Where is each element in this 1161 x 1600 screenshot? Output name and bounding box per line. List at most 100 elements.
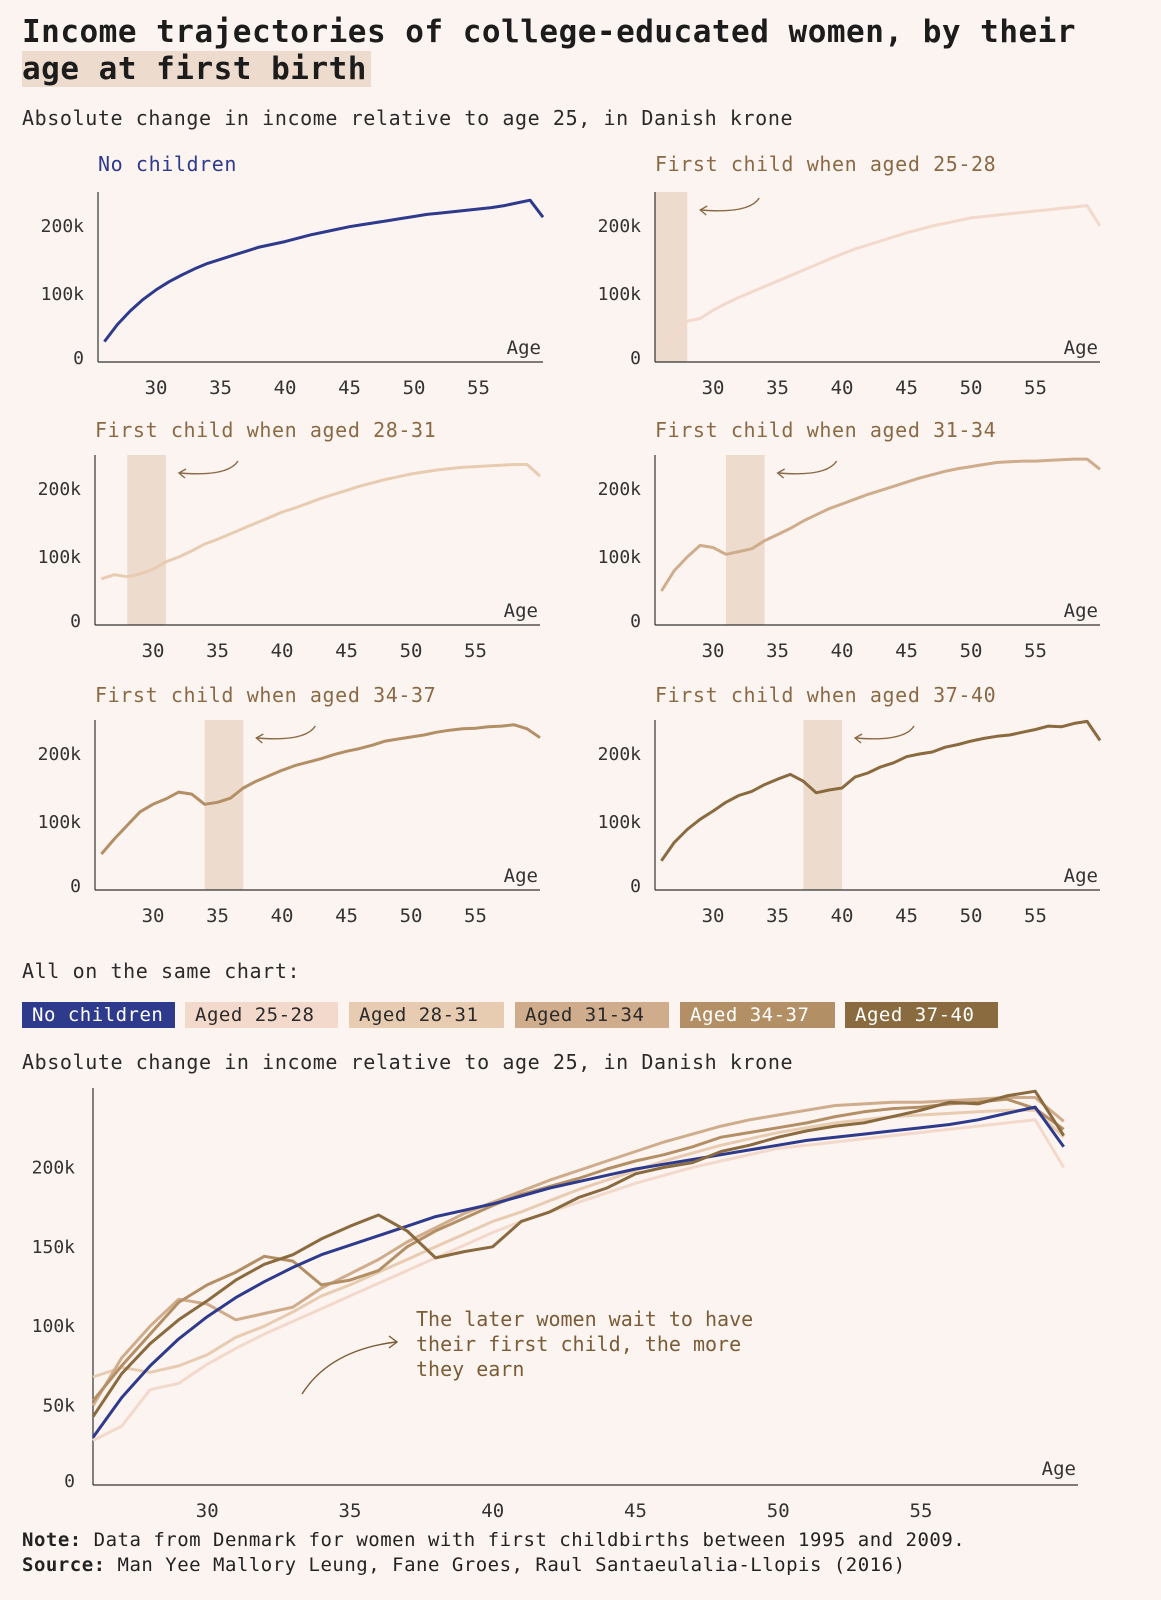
series-line-aged-group-1 <box>92 1118 1065 1442</box>
subtitle-combined: Absolute change in income relative to ag… <box>22 1050 794 1074</box>
x-tick-label: 40 <box>271 640 294 662</box>
x-tick-label: 30 <box>196 1500 219 1522</box>
x-tick-label: 45 <box>895 905 918 927</box>
y-tick-label: 100k <box>598 547 642 568</box>
y-tick-label: 0 <box>630 611 641 632</box>
arrow-annotation <box>778 460 838 475</box>
combined-plot: 0 50k 100k 150k 200k 30 35 40 45 50 55 Age The later… <box>32 1088 1078 1522</box>
x-tick-label: 45 <box>335 905 358 927</box>
x-tick-label: 50 <box>400 640 423 662</box>
y-tick-label: 0 <box>70 611 81 632</box>
y-tick-label: 200k <box>32 1157 76 1178</box>
x-tick-label: 50 <box>400 905 423 927</box>
x-axis-label: Age <box>504 865 538 887</box>
y-tick-label: 200k <box>598 216 642 237</box>
legend-item: Aged 28-31 <box>349 1002 504 1028</box>
x-axis-label: Age <box>504 600 538 622</box>
note-label: Note: <box>22 1529 82 1551</box>
x-tick-label: 40 <box>274 377 297 399</box>
x-tick-label: 35 <box>339 1500 362 1522</box>
panel-title-5: First child when aged 34-37 <box>95 683 437 707</box>
footnote: Note: Data from Denmark for women with f… <box>22 1528 965 1578</box>
y-tick-label: 0 <box>630 876 641 897</box>
x-tick-label: 55 <box>464 905 487 927</box>
panel-6: 0 100k 200k 30 35 40 45 50 55 Age <box>598 719 1102 927</box>
arrow-annotation <box>701 197 760 212</box>
y-tick-label: 50k <box>42 1396 75 1417</box>
y-tick-label: 0 <box>73 348 84 369</box>
y-tick-label: 200k <box>38 479 82 500</box>
birth-window-band <box>803 720 843 890</box>
birth-window-band <box>204 720 244 890</box>
annotation-line: their first child, the more <box>416 1332 741 1356</box>
y-tick-label: 100k <box>598 284 642 305</box>
subtitle: Absolute change in income relative to ag… <box>22 106 794 130</box>
combined-chart: 0 50k 100k 150k 200k 30 35 40 45 50 55 Age The later… <box>32 1088 1078 1522</box>
annotation-line: they earn <box>416 1357 524 1381</box>
x-axis-label: Age <box>507 337 541 359</box>
x-tick-label: 50 <box>960 640 983 662</box>
y-tick-label: 150k <box>32 1237 76 1258</box>
x-tick-label: 45 <box>895 377 918 399</box>
note-text: Data from Denmark for women with first c… <box>93 1529 966 1551</box>
x-tick-label: 50 <box>767 1500 790 1522</box>
arrow-annotation <box>855 725 915 740</box>
x-tick-label: 55 <box>1024 640 1047 662</box>
y-tick-label: 100k <box>598 812 642 833</box>
annotation-line: The later women wait to have <box>416 1307 753 1331</box>
series-line <box>660 204 1102 345</box>
x-tick-label: 35 <box>209 377 232 399</box>
arrow-annotation <box>179 460 239 475</box>
source-text: Man Yee Mallory Leung, Fane Groes, Raul … <box>117 1554 906 1576</box>
annotation-arrow-head <box>388 1335 399 1349</box>
x-tick-label: 30 <box>702 905 725 927</box>
x-tick-label: 40 <box>831 905 854 927</box>
x-tick-label: 45 <box>895 640 918 662</box>
series-line <box>100 723 541 855</box>
panel-title-1: No children <box>98 152 238 176</box>
series-line-aged-group-2 <box>92 1108 1065 1379</box>
y-tick-label: 100k <box>38 812 82 833</box>
y-tick-label: 100k <box>32 1316 76 1337</box>
y-tick-label: 0 <box>64 1471 75 1492</box>
birth-window-band <box>127 455 166 625</box>
x-tick-label: 45 <box>624 1500 647 1522</box>
x-tick-label: 30 <box>702 377 725 399</box>
x-tick-label: 55 <box>464 640 487 662</box>
annotation-arrow <box>301 1341 397 1395</box>
y-tick-label: 200k <box>598 479 642 500</box>
series-line <box>100 463 542 581</box>
y-tick-label: 200k <box>41 216 85 237</box>
birth-window-band <box>725 455 765 625</box>
arrow-head <box>853 733 863 744</box>
legend-item: Aged 34-37 <box>680 1002 835 1028</box>
panel-title-2: First child when aged 25-28 <box>655 152 997 176</box>
small-multiples: 0 100k 200k 30 35 40 45 50 55 Age 0 100k 200k 30 35 40 4… <box>38 192 1102 927</box>
x-axis-label: Age <box>1064 337 1098 359</box>
x-tick-label: 55 <box>1024 905 1047 927</box>
x-tick-label: 30 <box>142 905 165 927</box>
series-line-aged-group-3 <box>91 1096 1065 1407</box>
x-tick-label: 40 <box>831 640 854 662</box>
x-tick-label: 35 <box>766 905 789 927</box>
source-label: Source: <box>22 1554 106 1576</box>
arrow-annotation <box>257 725 316 740</box>
x-tick-label: 30 <box>702 640 725 662</box>
x-tick-label: 30 <box>145 377 168 399</box>
x-tick-label: 50 <box>403 377 426 399</box>
panel-3: 0 100k 200k 30 35 40 45 50 55 Age <box>38 455 542 662</box>
panel-4: 0 100k 200k 30 35 40 45 50 55 Age <box>598 455 1101 662</box>
series-line-no-children <box>91 1105 1065 1439</box>
x-tick-label: 35 <box>206 905 229 927</box>
arrow-head <box>699 205 708 216</box>
arrow-head <box>255 733 264 744</box>
panel-2: 0 100k 200k 30 35 40 45 50 55 Age <box>598 192 1102 399</box>
panel-title-3: First child when aged 28-31 <box>95 418 437 442</box>
x-tick-label: 40 <box>831 377 854 399</box>
y-tick-label: 200k <box>598 744 642 765</box>
y-tick-label: 200k <box>38 744 82 765</box>
series-line-aged-group-5 <box>91 1089 1065 1418</box>
birth-window-band <box>655 192 688 362</box>
annotation-text: The later women wait to have their first … <box>416 1307 753 1381</box>
series-line <box>660 457 1101 592</box>
